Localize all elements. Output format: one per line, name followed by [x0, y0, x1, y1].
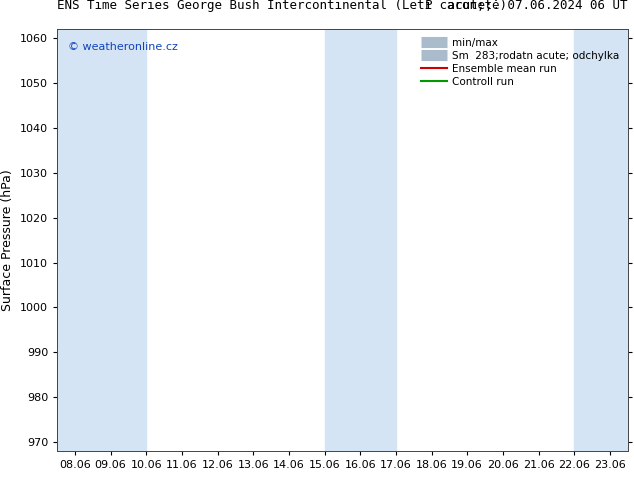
- Bar: [574, 29, 628, 451]
- Text: © weatheronline.cz: © weatheronline.cz: [68, 42, 178, 52]
- Bar: [57, 29, 146, 451]
- Text: P  acute;. 07.06.2024 06 UT: P acute;. 07.06.2024 06 UT: [425, 0, 628, 12]
- Text: ENS Time Series George Bush Intercontinental (Leti caron;tě): ENS Time Series George Bush Intercontine…: [57, 0, 507, 12]
- Bar: [325, 29, 396, 451]
- Legend: min/max, Sm  283;rodatn acute; odchylka, Ensemble mean run, Controll run: min/max, Sm 283;rodatn acute; odchylka, …: [418, 35, 623, 90]
- Y-axis label: Surface Pressure (hPa): Surface Pressure (hPa): [1, 169, 15, 311]
